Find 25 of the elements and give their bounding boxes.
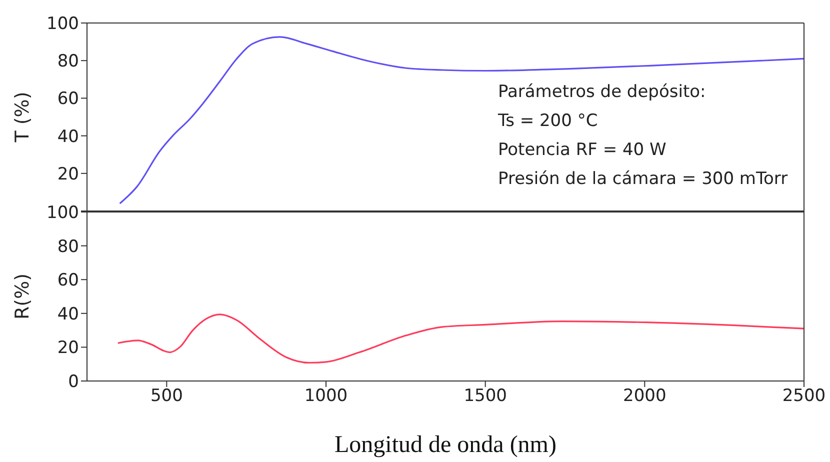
y-tick-label: 80 <box>57 236 79 257</box>
line-series <box>117 314 804 364</box>
annotation: Presión de la cámara = 300 mTorr <box>498 168 788 191</box>
y-axis-title: R(%) <box>12 273 34 320</box>
y-axis-title: T (%) <box>12 92 34 144</box>
y-tick-label: 100 <box>46 14 79 34</box>
y-tick-label: 60 <box>57 89 79 110</box>
y-tick-label: 20 <box>57 338 79 358</box>
annotation: Parámetros de depósito: <box>498 81 707 104</box>
x-tick-label: 2500 <box>782 386 826 406</box>
x-axis-title: Longitud de onda (nm) <box>334 432 556 458</box>
y-tick-label: 40 <box>57 304 79 324</box>
y-tick-label: 20 <box>57 164 79 184</box>
y-tick-label: 80 <box>57 52 79 72</box>
y-tick-label: 40 <box>57 126 79 147</box>
x-tick-label: 1000 <box>304 386 348 406</box>
y-tick-label: 0 <box>68 372 79 392</box>
x-tick-label: 500 <box>150 386 183 406</box>
annotation: Potencia RF = 40 W <box>498 139 668 162</box>
line-series <box>119 36 804 204</box>
x-tick-label: 2000 <box>623 386 666 406</box>
y-tick-label: 60 <box>57 270 79 291</box>
y-tick-label: 100 <box>46 203 79 224</box>
x-tick-label: 1500 <box>464 386 507 406</box>
annotation: Ts = 200 °C <box>498 110 599 133</box>
